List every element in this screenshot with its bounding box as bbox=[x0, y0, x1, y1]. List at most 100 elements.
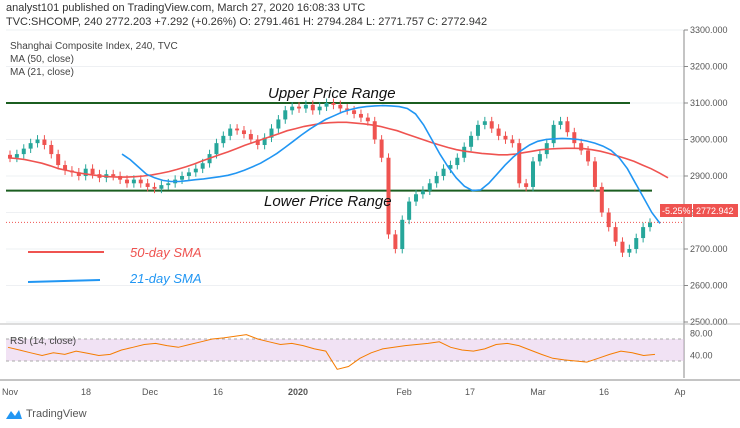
candle-body bbox=[131, 179, 136, 184]
candle-body bbox=[462, 146, 467, 158]
candle-body bbox=[221, 135, 226, 144]
candle-body bbox=[290, 106, 295, 111]
y-tick-label: 2600.000 bbox=[690, 281, 728, 291]
ma50-line bbox=[7, 121, 669, 179]
ohlc-info: TVC:SHCOMP, 240 2772.203 +7.292 (+0.26%)… bbox=[6, 16, 488, 28]
candle-body bbox=[255, 139, 260, 145]
candle-body bbox=[586, 150, 591, 162]
candle-body bbox=[427, 183, 432, 191]
candle-body bbox=[517, 143, 522, 184]
candle-body bbox=[283, 110, 288, 120]
candle-body bbox=[634, 238, 639, 249]
candle-body bbox=[475, 124, 480, 136]
y-tick-label: 3200.000 bbox=[690, 62, 728, 72]
rsi-label: RSI (14, close) bbox=[10, 336, 76, 347]
candle-body bbox=[214, 143, 219, 155]
rsi-tick-label: 40.00 bbox=[690, 351, 713, 361]
x-tick-label: 17 bbox=[465, 387, 475, 397]
rsi-line bbox=[7, 334, 656, 370]
candle-body bbox=[63, 165, 68, 171]
upper-range-label: Upper Price Range bbox=[268, 85, 396, 102]
change-tag-text: -5.25% bbox=[662, 206, 691, 216]
candle-body bbox=[159, 185, 164, 189]
publish-info: analyst101 published on TradingView.com,… bbox=[6, 2, 366, 14]
candle-body bbox=[49, 144, 54, 155]
x-tick-label: 18 bbox=[81, 387, 91, 397]
y-tick-label: 3300.000 bbox=[690, 25, 728, 35]
candle-body bbox=[407, 201, 412, 220]
candle-body bbox=[482, 121, 487, 125]
candle-body bbox=[317, 106, 322, 111]
ma21-line bbox=[121, 104, 661, 224]
candle-body bbox=[124, 179, 129, 184]
candle-body bbox=[558, 121, 563, 125]
candle-body bbox=[76, 172, 81, 176]
y-tick-label: 2900.000 bbox=[690, 171, 728, 181]
panel-title: Shanghai Composite Index, 240, TVC bbox=[10, 41, 178, 52]
candle-body bbox=[8, 154, 12, 158]
candle-body bbox=[386, 157, 391, 235]
candle-body bbox=[365, 117, 370, 122]
candle-body bbox=[338, 104, 343, 109]
y-tick-label: 2700.000 bbox=[690, 244, 728, 254]
ma50-label: MA (50, close) bbox=[10, 54, 74, 65]
price-axis: 3300.000 3200.000 3100.000 3000.000 2900.000… bbox=[683, 25, 728, 378]
candle-body bbox=[241, 130, 246, 135]
rsi-pane: 80.00 40.00 bbox=[0, 323, 740, 370]
candle-body bbox=[21, 148, 26, 155]
rsi-band bbox=[6, 339, 684, 361]
candle-body bbox=[90, 168, 95, 175]
candle-body bbox=[28, 143, 33, 149]
candle-body bbox=[641, 227, 646, 239]
y-tick-label: 3100.000 bbox=[690, 98, 728, 108]
candle-body bbox=[592, 161, 597, 187]
candle-body bbox=[648, 222, 652, 228]
candle-body bbox=[531, 161, 536, 187]
candle-body bbox=[145, 183, 150, 187]
candle-body bbox=[620, 241, 625, 253]
y-tick-label: 2500.000 bbox=[690, 317, 728, 327]
x-tick-label: 2020 bbox=[288, 387, 308, 397]
tradingview-brand: TradingView bbox=[26, 408, 87, 420]
candle-body bbox=[228, 128, 233, 136]
candle-body bbox=[455, 157, 460, 166]
candle-body bbox=[303, 104, 308, 109]
candle-body bbox=[352, 110, 357, 114]
range-lines bbox=[6, 102, 684, 223]
x-tick-label: 16 bbox=[213, 387, 223, 397]
candle-body bbox=[42, 139, 47, 145]
candle-body bbox=[537, 154, 542, 162]
legend-21-swatch bbox=[27, 279, 101, 283]
x-tick-label: Dec bbox=[142, 387, 159, 397]
candle-body bbox=[372, 121, 377, 140]
candle-body bbox=[503, 135, 508, 140]
tradingview-logo: TradingView bbox=[6, 408, 87, 420]
candle-body bbox=[166, 183, 171, 186]
x-tick-label: 16 bbox=[599, 387, 609, 397]
candle-body bbox=[414, 194, 419, 202]
candle-body bbox=[565, 121, 570, 133]
candle-body bbox=[297, 106, 302, 109]
candle-body bbox=[200, 163, 205, 169]
legend-50-label: 50-day SMA bbox=[130, 245, 202, 260]
x-tick-label: Ap bbox=[674, 387, 685, 397]
candle-body bbox=[83, 168, 88, 176]
candle-body bbox=[551, 124, 556, 144]
candle-body bbox=[186, 172, 191, 176]
candles bbox=[8, 98, 652, 258]
candle-body bbox=[138, 179, 143, 184]
candle-body bbox=[235, 128, 240, 131]
ma-lines bbox=[7, 104, 669, 224]
candle-body bbox=[331, 103, 336, 105]
candle-body bbox=[14, 154, 19, 158]
candle-body bbox=[345, 108, 350, 111]
candle-body bbox=[310, 104, 315, 111]
last-price-tag-text: 2772.942 bbox=[696, 206, 734, 216]
candle-body bbox=[579, 143, 584, 151]
candle-body bbox=[613, 227, 618, 242]
change-tag bbox=[660, 204, 692, 217]
candle-body bbox=[469, 135, 474, 147]
tradingview-mark-icon bbox=[6, 409, 22, 419]
candle-body bbox=[524, 183, 529, 187]
